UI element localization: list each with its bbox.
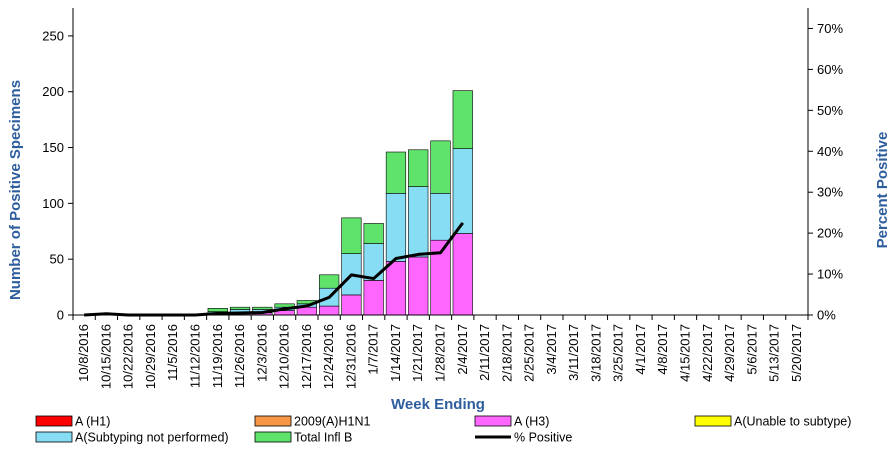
y2-tick-label: 20% [817,226,843,241]
y-tick-label: 200 [42,84,64,99]
legend-label: 2009(A)H1N1 [294,415,370,429]
x-tick-label: 1/21/2017 [410,324,425,382]
legend-swatch [35,415,73,427]
x-axis-title: Week Ending [391,396,485,413]
y-axis-title: Number of Positive Specimens [7,80,24,300]
x-tick-label: 5/13/2017 [767,324,782,382]
bar-segment [341,217,362,254]
x-tick-label: 4/29/2017 [722,324,737,382]
x-tick-label: 1/28/2017 [433,324,448,382]
legend-label: Total Infl B [294,431,352,445]
bar-segment [385,261,407,316]
x-tick-label: 3/18/2017 [588,324,603,382]
x-tick-label: 2/4/2017 [455,324,470,375]
x-tick-label: 3/25/2017 [611,324,626,382]
x-tick-label: 4/22/2017 [700,324,715,382]
x-tick-label: 10/29/2016 [143,324,158,389]
legend-swatch [694,415,732,427]
x-tick-label: 10/15/2016 [98,324,113,389]
legend-label: A (H1) [75,415,110,429]
y-axis-right-ticks: 0% 10% 20% 30% 40% 50% 60% 70% [817,21,843,323]
bar-layer [96,90,473,316]
legend-label: A(Subtyping not performed) [75,431,229,445]
legend-swatch [474,415,512,427]
legend-label: A (H3) [514,415,549,429]
x-tick-label: 5/20/2017 [789,324,804,382]
y2-tick-label: 0% [817,308,836,323]
x-tick-label: 12/3/2016 [254,324,269,382]
y2-tick-label: 10% [817,267,843,282]
bar-segment [252,306,273,310]
bar-segment [274,303,295,308]
x-tick-label: 2/18/2017 [499,324,514,382]
legend-swatch [254,431,292,443]
bar-segment [363,223,384,244]
y-tick-label: 50 [50,252,64,267]
bar-segment [207,308,228,312]
x-tick-label: 10/8/2016 [76,324,91,382]
legend: A (H1) 2009(A)H1N1 A (H3) A(Unable to subty… [35,415,851,445]
x-tick-label: 4/15/2017 [678,324,693,382]
y2-tick-label: 60% [817,62,843,77]
x-tick-label: 12/31/2016 [343,324,358,389]
x-tick-label: 11/12/2016 [188,324,203,388]
x-tick-label: 12/17/2016 [299,324,314,389]
bar-segment [408,149,429,187]
y-tick-label: 250 [42,28,64,43]
legend-swatch [35,431,73,443]
y2-axis-title: Percent Positive [874,132,891,249]
x-tick-label: 11/5/2016 [165,324,180,381]
bar-segment [385,151,407,194]
y-tick-label: 100 [42,196,64,211]
x-tick-label: 10/22/2016 [121,324,136,389]
bar-segment [341,294,362,316]
y-axis-left-ticks: 0 50 100 150 200 250 [42,28,64,322]
x-tick-label: 2/25/2017 [522,324,537,382]
legend-swatch [254,415,292,427]
x-tick-label: 2/11/2017 [477,324,492,381]
axes [68,8,813,320]
bar-segment [452,233,473,316]
legend-label: % Positive [514,431,572,445]
y2-tick-label: 30% [817,185,843,200]
bar-segment [408,256,429,316]
x-axis-ticks: 10/8/2016 10/15/2016 10/22/2016 10/29/2016 1… [76,324,804,389]
y2-tick-label: 50% [817,103,843,118]
x-tick-label: 1/7/2017 [366,324,381,375]
x-tick-label: 4/1/2017 [633,324,648,375]
x-tick-label: 4/8/2017 [655,324,670,375]
x-tick-label: 12/10/2016 [277,324,292,389]
y-tick-label: 0 [57,308,64,323]
y-tick-label: 150 [42,140,64,155]
bar-segment [229,306,251,310]
bar-segment [363,243,384,281]
bar-segment [452,148,473,234]
bar-segment [319,274,340,289]
bar-segment [319,305,340,316]
x-tick-label: 12/24/2016 [321,324,336,389]
bar-segment [430,193,451,241]
x-tick-label: 1/14/2017 [388,324,403,382]
y2-tick-label: 40% [817,144,843,159]
bar-segment [385,193,407,262]
bar-segment [452,90,473,149]
bar-segment [408,186,429,258]
bar-segment [363,280,384,316]
x-tick-label: 3/11/2017 [566,324,581,381]
x-tick-label: 11/19/2016 [210,324,225,388]
x-tick-label: 5/6/2017 [744,324,759,375]
bar-segment [430,140,451,194]
y2-tick-label: 70% [817,21,843,36]
x-tick-label: 11/26/2016 [232,324,247,388]
x-tick-label: 3/4/2017 [544,324,559,375]
legend-label: A(Unable to subtype) [734,415,851,429]
